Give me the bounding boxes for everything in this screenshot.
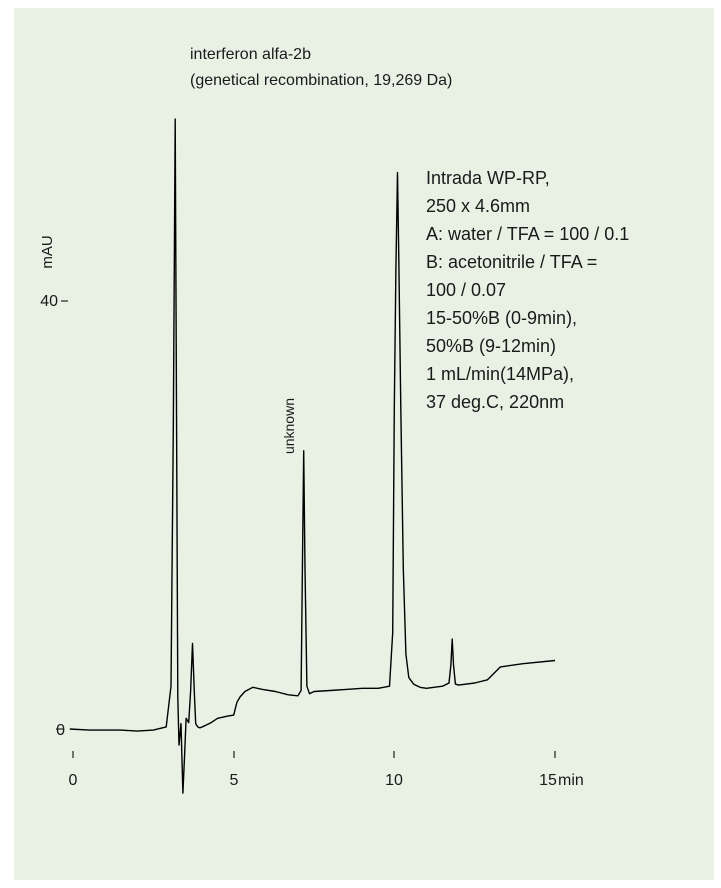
method-conditions: Intrada WP-RP, 250 x 4.6mm A: water / TF… xyxy=(426,168,629,412)
condition-line-5: 100 / 0.07 xyxy=(426,280,506,300)
x-tick-label-10: 10 xyxy=(385,772,403,789)
condition-line-2: 250 x 4.6mm xyxy=(426,196,530,216)
x-axis-label: min xyxy=(558,772,584,789)
chart-background xyxy=(14,8,714,880)
peak-label-unknown: unknown xyxy=(281,398,297,454)
chromatogram-trace xyxy=(69,118,556,794)
y-tick-label-0: 0 xyxy=(56,722,65,739)
peak-label-interferon-detail: (genetical recombination, 19,269 Da) xyxy=(190,72,452,89)
x-tick-label-15: 15 xyxy=(539,772,557,789)
x-tick-label-5: 5 xyxy=(230,772,239,789)
condition-line-6: 15-50%B (0-9min), xyxy=(426,308,577,328)
y-tick-label-40: 40 xyxy=(40,293,58,310)
y-axis-label: mAU xyxy=(39,235,56,268)
peak-label-interferon: interferon alfa-2b xyxy=(190,46,311,63)
condition-line-3: A: water / TFA = 100 / 0.1 xyxy=(426,224,629,244)
condition-line-8: 1 mL/min(14MPa), xyxy=(426,364,574,384)
condition-line-1: Intrada WP-RP, xyxy=(426,168,550,188)
condition-line-9: 37 deg.C, 220nm xyxy=(426,392,564,412)
condition-line-7: 50%B (9-12min) xyxy=(426,336,556,356)
condition-line-4: B: acetonitrile / TFA = xyxy=(426,252,597,272)
x-tick-label-0: 0 xyxy=(69,772,78,789)
